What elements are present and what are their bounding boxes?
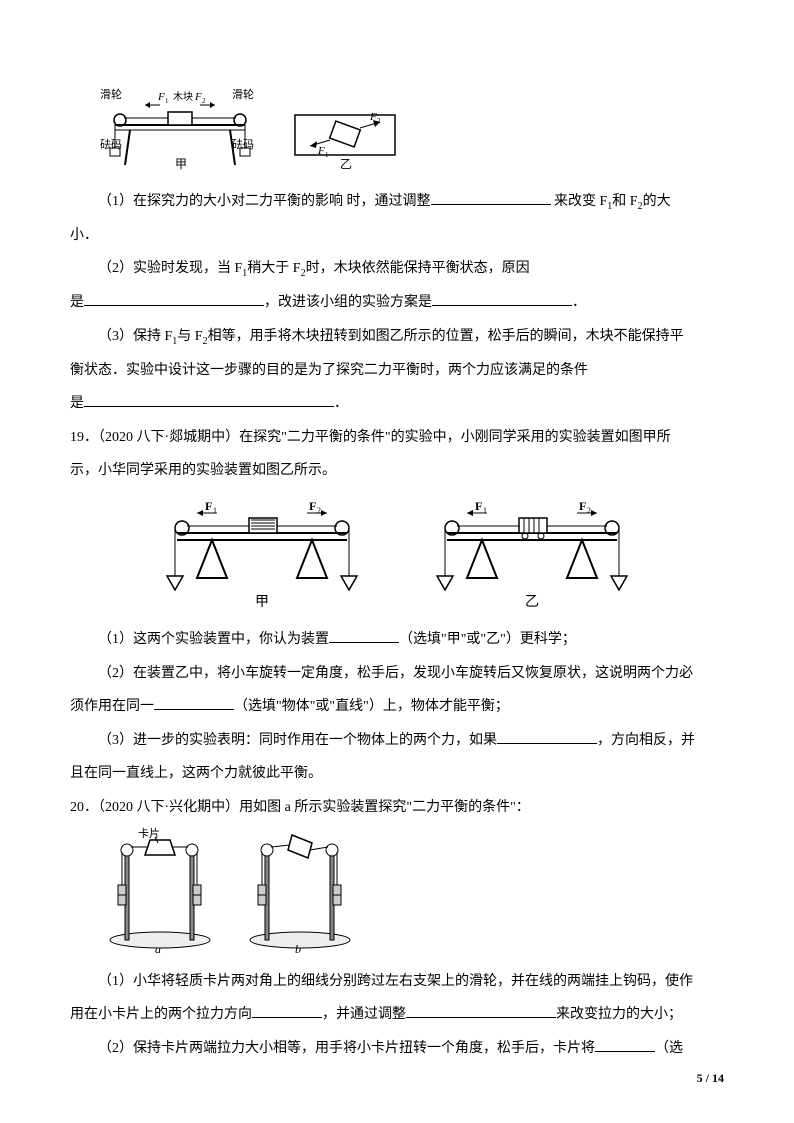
- svg-text:F: F: [309, 499, 316, 513]
- text: （2）实验时发现，当 F: [98, 261, 242, 276]
- text: 的大: [643, 194, 671, 209]
- text: （选: [655, 1041, 683, 1056]
- svg-text:2: 2: [317, 506, 321, 515]
- q18-2: （2）实验时发现，当 F1稍大于 F2时，木块依然能保持平衡状态，原因: [70, 252, 724, 286]
- svg-text:1: 1: [325, 151, 329, 159]
- figure-jia-top: F1 F2 木块 滑轮 滑轮 砝码 砝码 甲: [100, 80, 260, 170]
- q18-1-cont: 小．: [70, 219, 724, 253]
- figure-top-row: F1 F2 木块 滑轮 滑轮 砝码 砝码 甲 F1 F2 乙: [100, 80, 724, 170]
- svg-text:1: 1: [165, 97, 169, 105]
- q20-1-cont: 用在小卡片上的两个拉力方向 ，并通过调整 来改变拉力的大小；: [70, 998, 724, 1032]
- figure-b-bottom: b: [240, 825, 360, 955]
- text: ．: [572, 295, 586, 310]
- figure-mid-row: F1 F2 甲 F1 F2 乙: [70, 498, 724, 608]
- q18-3-cont2: 是．: [70, 387, 724, 421]
- q20-2: （2）保持卡片两端拉力大小相等，用手将小卡片扭转一个角度，松手后，卡片将 （选: [70, 1032, 724, 1066]
- q18-2-cont: 是 ，改进该小组的实验方案是 ．: [70, 286, 724, 320]
- svg-text:F: F: [475, 499, 482, 513]
- text: （选填"物体"或"直线"）上，物体才能平衡；: [234, 699, 509, 714]
- svg-text:木块: 木块: [173, 91, 193, 103]
- svg-text:1: 1: [213, 506, 217, 515]
- q19-intro: 19．（2020 八下·郯城期中）在探究"二力平衡的条件"的实验中，小刚同学采用…: [70, 421, 724, 455]
- text: 是: [70, 396, 84, 411]
- text: （1）在探究力的大小对二力平衡的影响 时，通过调整: [98, 194, 431, 209]
- page-sep: /: [703, 1071, 712, 1085]
- blank: [84, 289, 264, 306]
- page-total: 14: [712, 1071, 724, 1085]
- q19-2-cont: 须作用在同一 （选填"物体"或"直线"）上，物体才能平衡；: [70, 690, 724, 724]
- q18-1: （1）在探究力的大小对二力平衡的影响 时，通过调整 来改变 F1和 F2的大: [70, 185, 724, 219]
- page-footer: 5 / 14: [697, 1064, 724, 1093]
- text: 与 F: [177, 329, 202, 344]
- q19-3-cont: 且在同一直线上，这两个力就彼此平衡。: [70, 757, 724, 791]
- svg-text:F: F: [194, 91, 202, 103]
- text: （选填"甲"或"乙"）更科学；: [399, 632, 576, 647]
- text: ，并通过调整: [322, 1007, 406, 1022]
- text: 来改变 F: [551, 194, 608, 209]
- q20-intro: 20．（2020 八下·兴化期中）用如图 a 所示实验装置探究"二力平衡的条件"…: [70, 791, 724, 825]
- q19-intro-cont: 示，小华同学采用的实验装置如图乙所示。: [70, 454, 724, 488]
- text: （3）保持 F: [98, 329, 172, 344]
- q19-2: （2）在装置乙中，将小车旋转一定角度，松手后，发现小车旋转后又恢复原状，这说明两…: [70, 657, 724, 691]
- svg-text:乙: 乙: [525, 594, 539, 608]
- text: ，改进该小组的实验方案是: [264, 295, 432, 310]
- svg-text:F: F: [157, 91, 165, 103]
- svg-text:F: F: [369, 111, 377, 123]
- q18-3-cont1: 衡状态．实验中设计这一步骤的目的是为了探究二力平衡时，两个力应该满足的条件: [70, 354, 724, 388]
- figure-bottom-row: 卡片 a b: [100, 825, 724, 955]
- text: 和 F: [612, 194, 637, 209]
- svg-text:2: 2: [377, 117, 381, 125]
- figure-yi-mid: F1 F2 乙: [427, 498, 637, 608]
- text: 稍大于 F: [247, 261, 300, 276]
- svg-text:F: F: [579, 499, 586, 513]
- svg-text:2: 2: [587, 506, 591, 515]
- svg-text:1: 1: [483, 506, 487, 515]
- text: ，方向相反，并: [597, 733, 695, 748]
- blank: [432, 289, 572, 306]
- blank: [329, 626, 399, 643]
- q19-1: （1）这两个实验装置中，你认为装置 （选填"甲"或"乙"）更科学；: [70, 623, 724, 657]
- svg-text:甲: 甲: [175, 157, 187, 170]
- svg-text:甲: 甲: [255, 595, 269, 608]
- text: （2）保持卡片两端拉力大小相等，用手将小卡片扭转一个角度，松手后，卡片将: [98, 1041, 595, 1056]
- blank: [431, 188, 551, 205]
- blank: [406, 1001, 556, 1018]
- svg-text:砝码: 砝码: [100, 137, 122, 151]
- text: 相等，用手将木块扭转到如图乙所示的位置，松手后的瞬间，木块不能保持平: [208, 329, 684, 344]
- q18-3: （3）保持 F1与 F2相等，用手将木块扭转到如图乙所示的位置，松手后的瞬间，木…: [70, 320, 724, 354]
- text: 时，木块依然能保持平衡状态，原因: [306, 261, 530, 276]
- text: （1）这两个实验装置中，你认为装置: [98, 632, 329, 647]
- blank: [497, 727, 597, 744]
- svg-text:2: 2: [202, 97, 206, 105]
- svg-text:砝码: 砝码: [232, 137, 254, 151]
- figure-jia-mid: F1 F2 甲: [157, 498, 367, 608]
- text: （3）进一步的实验表明：同时作用在一个物体上的两个力，如果: [98, 733, 497, 748]
- svg-text:b: b: [295, 942, 301, 955]
- q20-1: （1）小华将轻质卡片两对角上的细线分别跨过左右支架上的滑轮，并在线的两端挂上钩码…: [70, 965, 724, 999]
- blank: [154, 693, 234, 710]
- blank: [84, 390, 334, 407]
- svg-text:a: a: [155, 942, 161, 955]
- text: 来改变拉力的大小；: [556, 1007, 682, 1022]
- svg-text:乙: 乙: [340, 157, 352, 170]
- figure-yi-top: F1 F2 乙: [290, 110, 400, 170]
- figure-a-bottom: 卡片 a: [100, 825, 220, 955]
- text: 须作用在同一: [70, 699, 154, 714]
- svg-text:滑轮: 滑轮: [232, 87, 254, 101]
- blank: [595, 1035, 655, 1052]
- text: ．: [334, 396, 348, 411]
- blank: [252, 1001, 322, 1018]
- svg-text:F: F: [317, 145, 325, 157]
- svg-text:滑轮: 滑轮: [100, 87, 122, 101]
- q19-3: （3）进一步的实验表明：同时作用在一个物体上的两个力，如果 ，方向相反，并: [70, 724, 724, 758]
- svg-text:卡片: 卡片: [138, 827, 160, 840]
- text: 是: [70, 295, 84, 310]
- svg-text:F: F: [205, 499, 212, 513]
- text: 用在小卡片上的两个拉力方向: [70, 1007, 252, 1022]
